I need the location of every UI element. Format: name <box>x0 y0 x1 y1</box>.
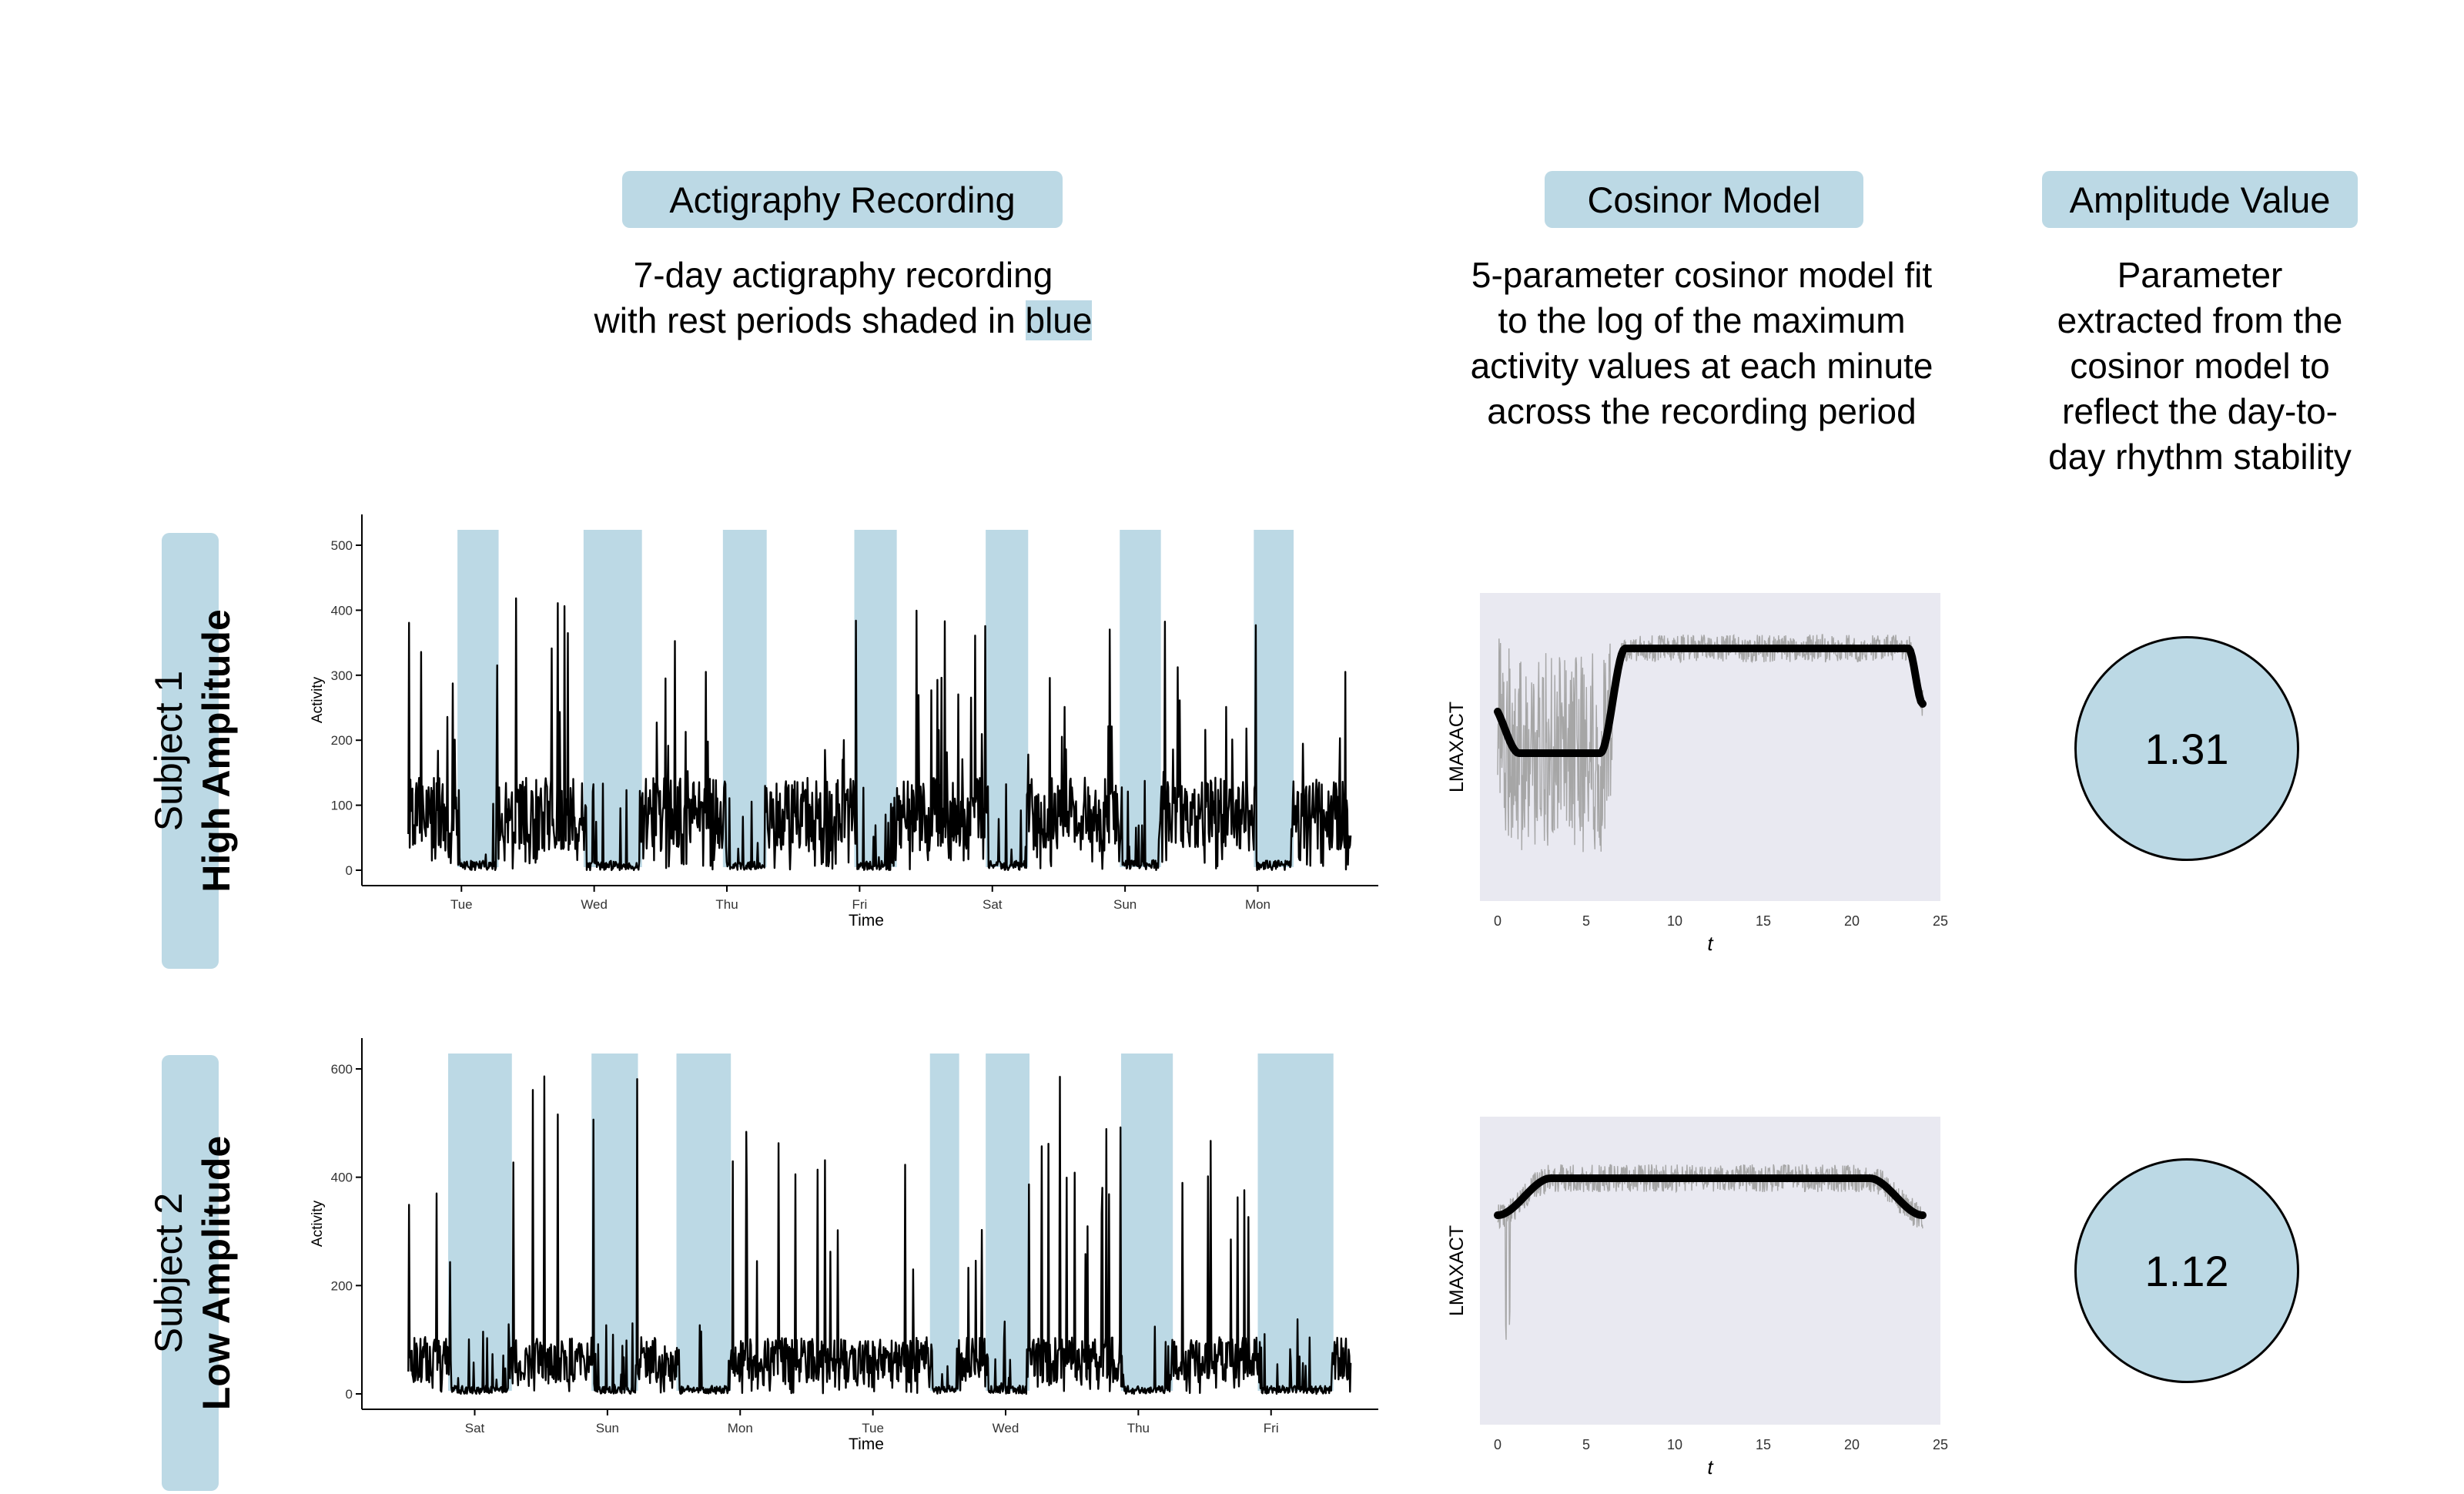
actigraphy-title: Actigraphy Recording <box>669 179 1016 220</box>
subject-2-amplitude-class: Low Amplitude <box>195 1135 238 1411</box>
x-tick-label: 20 <box>1844 913 1860 929</box>
subject-1-amplitude-class: High Amplitude <box>195 609 238 893</box>
y-tick-label: 200 <box>331 1278 353 1293</box>
rest-period-3 <box>929 1054 959 1391</box>
rest-period-5 <box>1120 530 1161 867</box>
subject-2-tab <box>162 1055 219 1491</box>
actigraphy-desc-line2: with rest periods shaded in blue <box>594 300 1093 340</box>
x-tick-label: 10 <box>1667 913 1682 929</box>
y-axis-label: Activity <box>310 676 326 723</box>
amplitude-title: Amplitude Value <box>2069 179 2331 220</box>
y-tick-label: 0 <box>346 1387 353 1402</box>
x-tick-label: Mon <box>728 1421 753 1435</box>
y-axis-label: LMAXACT <box>1446 1225 1468 1316</box>
subject-1-label: Subject 1 High Amplitude <box>146 533 239 969</box>
rest-period-3 <box>854 530 897 867</box>
y-axis-label: LMAXACT <box>1446 702 1468 792</box>
x-tick-label: Thu <box>715 897 738 912</box>
x-tick-label: Sun <box>596 1421 619 1435</box>
x-tick-label: Sun <box>1113 897 1137 912</box>
cosinor-title: Cosinor Model <box>1587 179 1821 220</box>
x-tick-label: 20 <box>1844 1437 1860 1452</box>
subject-2-label: Subject 2 Low Amplitude <box>146 1055 239 1491</box>
amplitude-desc-line: day rhythm stability <box>2048 437 2352 477</box>
x-tick-label: Tue <box>450 897 473 912</box>
rest-period-2 <box>676 1054 732 1391</box>
cosinor-desc-line: to the log of the maximum <box>1498 300 1906 340</box>
x-tick-label: 25 <box>1933 1437 1948 1452</box>
activity-series <box>407 1075 1352 1395</box>
y-tick-label: 500 <box>331 538 353 553</box>
x-axis-label: Time <box>849 912 884 930</box>
x-tick-label: Mon <box>1245 897 1270 912</box>
actigraphy-description: 7-day actigraphy recording with rest per… <box>539 253 1147 343</box>
subject-2-name: Subject 2 <box>147 1192 190 1354</box>
y-tick-label: 0 <box>346 863 353 878</box>
cosinor-description: 5-parameter cosinor model fit to the log… <box>1417 253 1987 434</box>
y-axis-label: Activity <box>310 1200 326 1247</box>
blue-highlight: blue <box>1025 300 1093 340</box>
x-axis-label: t <box>1707 1455 1714 1479</box>
x-tick-label: 0 <box>1494 1437 1502 1452</box>
raw-log-activity-series <box>1497 1164 1923 1340</box>
x-tick-label: Fri <box>1264 1421 1279 1435</box>
x-tick-label: Fri <box>852 897 867 912</box>
rest-period-4 <box>986 1054 1030 1391</box>
actigraphy-chart-subject-1: 0 100 200 300 400 500 Tue Wed Thu Fri Sat Sun Mon Tim… <box>310 514 1378 930</box>
subject-1-tab <box>162 533 219 969</box>
amplitude-desc-line: cosinor model to <box>2070 346 2330 386</box>
x-tick-label: 0 <box>1494 913 1502 929</box>
x-tick-label: Sat <box>983 897 1003 912</box>
subject-1-name: Subject 1 <box>147 670 190 832</box>
cosinor-fit-curve <box>1494 1174 1927 1219</box>
rest-period-5 <box>1120 1054 1173 1391</box>
y-tick-label: 300 <box>331 668 353 683</box>
x-tick-label: 15 <box>1756 1437 1771 1452</box>
rest-period-6 <box>1254 530 1294 867</box>
y-tick-label: 400 <box>331 1171 353 1185</box>
x-axis-label: t <box>1707 932 1714 955</box>
actigraphy-header: Actigraphy Recording <box>622 171 1063 228</box>
y-tick-label: 100 <box>331 799 353 813</box>
cosinor-chart-subject-2: 0 5 10 15 20 25 t LMAXACT <box>1446 1117 1948 1479</box>
x-tick-label: 15 <box>1756 913 1771 929</box>
cosinor-fit-curve <box>1494 645 1927 757</box>
x-tick-label: Wed <box>993 1421 1019 1435</box>
amplitude-desc-line: Parameter <box>2117 255 2283 295</box>
amplitude-desc-line: reflect the day-to- <box>2062 391 2338 431</box>
amplitude-circle-subject-2: 1.12 <box>2074 1158 2299 1383</box>
amplitude-value-subject-2: 1.12 <box>2144 1246 2229 1295</box>
cosinor-chart-subject-1: 0 5 10 15 20 25 t LMAXACT <box>1446 593 1948 955</box>
amplitude-value-subject-1: 1.31 <box>2144 724 2229 773</box>
actigraphy-desc-line1: 7-day actigraphy recording <box>633 255 1053 295</box>
x-tick-label: Sat <box>465 1421 485 1435</box>
amplitude-desc-line: extracted from the <box>2057 300 2343 340</box>
actigraphy-chart-subject-2: 0 200 400 600 Sat Sun Mon Tue Wed Thu Fri Time Activ… <box>310 1038 1378 1453</box>
y-tick-label: 200 <box>331 733 353 748</box>
rest-period-0 <box>448 1054 512 1391</box>
activity-series <box>407 597 1352 872</box>
x-tick-label: 25 <box>1933 913 1948 929</box>
x-tick-label: 10 <box>1667 1437 1682 1452</box>
y-tick-label: 600 <box>331 1062 353 1077</box>
plot-panel <box>1480 1117 1940 1425</box>
rest-period-1 <box>591 1054 638 1391</box>
amplitude-header: Amplitude Value <box>2042 171 2358 228</box>
rest-period-6 <box>1257 1054 1334 1391</box>
rest-period-0 <box>457 530 499 867</box>
x-tick-label: 5 <box>1582 913 1590 929</box>
x-tick-label: 5 <box>1582 1437 1590 1452</box>
amplitude-circle-subject-1: 1.31 <box>2074 636 2299 861</box>
x-tick-label: Thu <box>1127 1421 1150 1435</box>
cosinor-desc-line: across the recording period <box>1487 391 1917 431</box>
amplitude-description: Parameter extracted from the cosinor mod… <box>2002 253 2398 480</box>
cosinor-desc-line: 5-parameter cosinor model fit <box>1471 255 1933 295</box>
x-axis-label: Time <box>849 1435 884 1453</box>
x-tick-label: Tue <box>862 1421 884 1435</box>
cosinor-header: Cosinor Model <box>1545 171 1863 228</box>
cosinor-desc-line: activity values at each minute <box>1470 346 1933 386</box>
y-tick-label: 400 <box>331 603 353 618</box>
x-tick-label: Wed <box>581 897 608 912</box>
